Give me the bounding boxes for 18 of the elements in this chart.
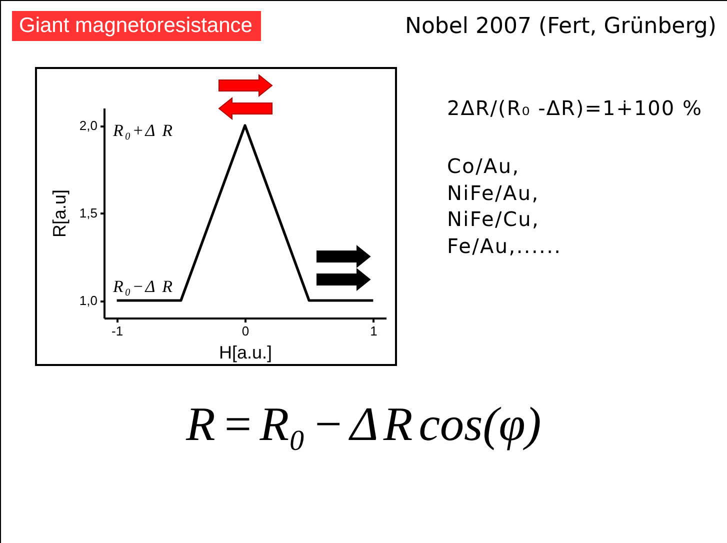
text: R = R₀ − Δ R cos(φ) xyxy=(186,397,542,453)
x-tick-label: 0 xyxy=(242,324,250,338)
text: Fe/Au,...... xyxy=(447,234,562,258)
annotation: R₀−Δ R xyxy=(113,277,174,297)
x-tick-label: -1 xyxy=(112,324,124,338)
x-tick-label: 1 xyxy=(370,324,378,338)
text: Nobel 2007 (Fert, Grünberg) xyxy=(405,13,716,41)
x-axis-title: H[a.u.] xyxy=(218,342,272,362)
text: NiFe/Au, xyxy=(447,180,540,204)
y-tick-label: 1,5 xyxy=(79,206,98,220)
text: Co/Au, xyxy=(447,154,520,178)
text: 2ΔR/(R₀ -ΔR)=1∔100 % xyxy=(447,96,702,120)
y-tick-label: 1,0 xyxy=(79,293,98,308)
annotation: R₀+Δ R xyxy=(113,121,174,141)
y-tick-label: 2,0 xyxy=(79,118,98,133)
chart-title: Giant magnetoresistance xyxy=(12,11,262,41)
y-axis-title: R[a.u] xyxy=(49,189,70,238)
text: NiFe/Cu, xyxy=(447,207,540,231)
